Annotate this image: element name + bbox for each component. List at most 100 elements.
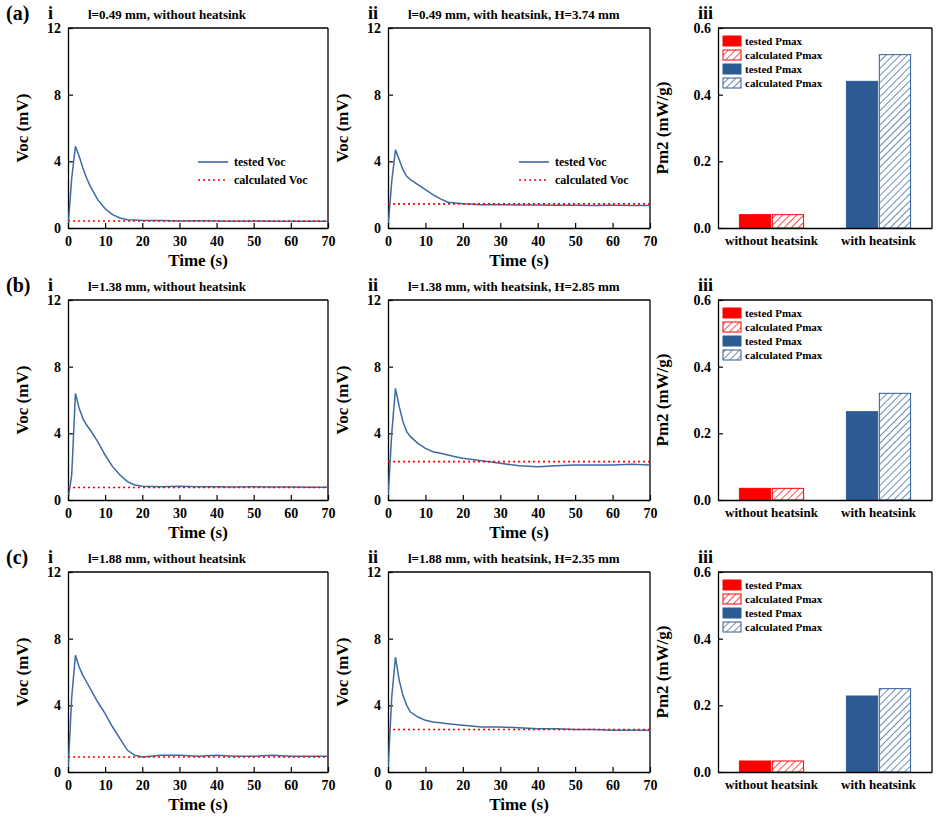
bar — [846, 81, 877, 228]
legend-label: calculated Pmax — [745, 49, 823, 61]
x-axis-title: Time (s) — [489, 251, 549, 270]
legend-swatch — [723, 78, 741, 88]
tick-mark — [179, 767, 180, 772]
tick-label: 10 — [419, 506, 433, 521]
tick-label: without heatsink — [725, 233, 819, 248]
bar — [739, 761, 770, 772]
tick: 4 — [54, 426, 73, 441]
tick-mark — [388, 161, 393, 162]
tick: 8 — [374, 360, 393, 375]
tick-label: 0.0 — [694, 493, 712, 508]
legend-label: tested Pmax — [745, 335, 803, 347]
tick-label: 12 — [367, 293, 381, 308]
tick-label: 4 — [54, 698, 61, 713]
tick: 8 — [54, 360, 73, 375]
tick: 70 — [322, 767, 336, 793]
tick-label: 70 — [644, 506, 658, 521]
tick: 0.2 — [694, 426, 724, 441]
bar — [846, 412, 877, 500]
tick-mark — [718, 705, 723, 706]
legend-label: tested Voc — [234, 155, 286, 169]
legend-label: calculated Pmax — [745, 77, 823, 89]
tick-mark — [388, 367, 393, 368]
tick: 50 — [569, 223, 583, 249]
tick-mark — [179, 495, 180, 500]
tick-label: 60 — [606, 778, 620, 793]
tick: 8 — [54, 632, 73, 647]
tick-label: 70 — [644, 234, 658, 249]
tick: 40 — [210, 767, 224, 793]
tick-mark — [68, 28, 73, 29]
tick: 12 — [367, 565, 393, 580]
tick-label: 40 — [531, 506, 545, 521]
y-axis-title: Voc (mV) — [333, 366, 352, 435]
figure: (a)il=0.49 mm, without heatsink04812Voc … — [0, 0, 945, 824]
tick: 40 — [210, 495, 224, 521]
panel-title: l=1.38 mm, without heatsink — [88, 279, 247, 294]
tick-mark — [718, 433, 723, 434]
panel-title: l=1.38 mm, with heatsink, H=2.85 mm — [408, 279, 620, 294]
tick-mark — [575, 767, 576, 772]
x-axis-line — [69, 772, 329, 773]
plot-area — [68, 146, 328, 228]
x-axis: 010203040506070 — [385, 767, 658, 793]
legend: tested Voccalculated Voc — [198, 155, 308, 187]
y-axis-line — [388, 29, 389, 229]
tick: with heatsink — [841, 228, 917, 248]
x-axis-line — [69, 500, 329, 501]
tick: 0.4 — [694, 632, 724, 647]
tick-label: 40 — [531, 778, 545, 793]
series-line — [68, 393, 328, 500]
tick: 0.2 — [694, 698, 724, 713]
tick-mark — [425, 223, 426, 228]
tick-label: 10 — [99, 234, 113, 249]
tick: 70 — [322, 223, 336, 249]
tick-label: 10 — [419, 234, 433, 249]
plot-area — [388, 150, 650, 228]
series-line — [388, 461, 650, 463]
tick-label: 0 — [385, 506, 392, 521]
y-axis: 0.00.20.40.6 — [694, 21, 724, 236]
legend-label: tested Pmax — [745, 307, 803, 319]
bar — [879, 689, 910, 772]
x-axis-title: Time (s) — [489, 523, 549, 542]
x-axis-title: Time (s) — [489, 795, 549, 814]
tick: 60 — [606, 223, 620, 249]
tick-mark — [718, 28, 723, 29]
tick: 10 — [419, 223, 433, 249]
x-axis-line — [719, 228, 933, 229]
tick-label: 8 — [374, 88, 381, 103]
tick-label: 40 — [210, 234, 224, 249]
tick-mark — [68, 223, 69, 228]
tick-label: 12 — [47, 293, 61, 308]
frame — [931, 28, 932, 228]
tick: 8 — [54, 88, 73, 103]
tick-label: 0 — [374, 493, 381, 508]
tick-mark — [216, 223, 217, 228]
panel: (c)il=1.88 mm, without heatsink04812Voc … — [6, 546, 336, 814]
tick: 30 — [173, 767, 187, 793]
frame — [931, 300, 932, 500]
tick-mark — [254, 223, 255, 228]
panel: iii0.00.20.40.6Pm2 (mW/g)without heatsin… — [653, 275, 933, 520]
tick-mark — [463, 495, 464, 500]
frame — [68, 571, 328, 572]
tick: 0 — [385, 495, 392, 521]
legend-label: calculated Voc — [555, 173, 629, 187]
y-axis-title: Pm2 (mW/g) — [653, 81, 672, 174]
bar — [772, 215, 803, 228]
tick-mark — [388, 300, 393, 301]
tick-label: 8 — [54, 88, 61, 103]
tick-label: 30 — [494, 778, 508, 793]
plot-area — [739, 689, 910, 772]
x-axis: without heatsink with heatsink — [719, 228, 933, 248]
frame — [649, 300, 650, 500]
frame — [68, 27, 328, 28]
tick-mark — [68, 495, 69, 500]
series-line — [388, 203, 650, 205]
tick-label: 12 — [367, 21, 381, 36]
tick-label: 20 — [456, 234, 470, 249]
y-axis-title: Voc (mV) — [13, 366, 32, 435]
panel-letter: (b) — [6, 274, 30, 297]
tick-label: 60 — [284, 778, 298, 793]
